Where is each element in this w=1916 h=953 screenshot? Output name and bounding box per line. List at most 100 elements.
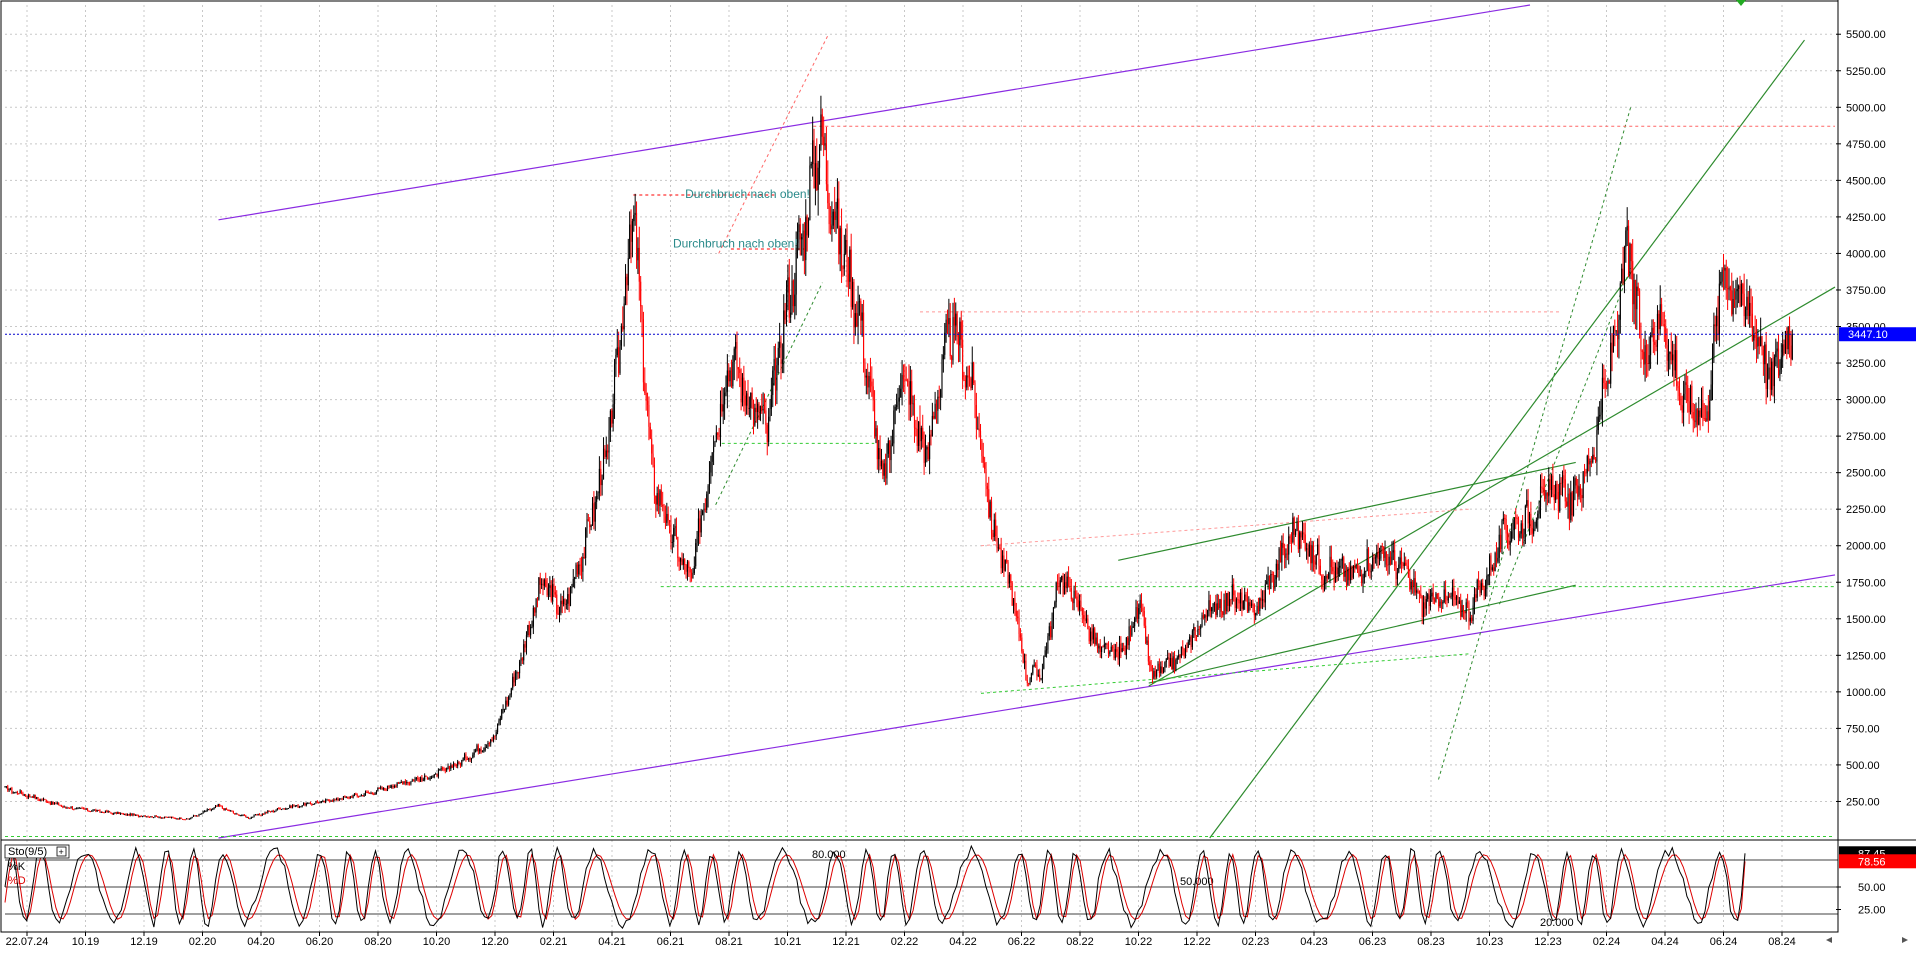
candle-body	[242, 814, 244, 816]
candle-body	[1546, 492, 1548, 496]
candle-body	[1409, 577, 1411, 590]
candle-body	[1687, 385, 1689, 402]
candle-body	[323, 800, 325, 803]
candle-body	[735, 342, 737, 349]
candle-body	[506, 700, 508, 705]
candle-body	[707, 485, 709, 495]
candle-body	[1172, 656, 1174, 670]
candle-body	[1374, 557, 1376, 559]
candle-body	[1725, 267, 1727, 289]
candle-body	[751, 392, 753, 400]
candle-body	[253, 814, 255, 817]
candle-body	[945, 319, 947, 333]
candle-body	[20, 790, 23, 794]
candle-body	[441, 767, 444, 769]
candle-body	[849, 249, 851, 282]
candle-body	[1471, 617, 1473, 621]
candle-body	[1226, 593, 1228, 612]
candle-body	[234, 813, 236, 815]
candle-body	[1549, 479, 1551, 491]
candle-body	[638, 247, 640, 282]
candle-body	[1669, 351, 1671, 354]
candle-body	[1319, 565, 1321, 576]
candle-body	[397, 782, 400, 784]
candle-body	[512, 676, 514, 689]
candle-body	[319, 801, 321, 803]
candle-body	[194, 815, 196, 817]
candle-body	[358, 796, 360, 798]
candle-body	[1101, 646, 1103, 653]
candle-body	[1142, 608, 1144, 611]
candle-body	[757, 403, 759, 413]
candle-body	[1570, 492, 1572, 521]
candle-body	[893, 410, 895, 444]
candle-body	[1502, 517, 1504, 521]
candle-body	[1233, 584, 1235, 596]
candle-body	[347, 797, 349, 799]
candle-body	[1750, 302, 1752, 314]
candle-body	[952, 317, 954, 361]
candle-body	[1468, 603, 1470, 622]
candle-body	[454, 763, 456, 766]
candle-body	[900, 388, 902, 398]
candle-body	[1256, 605, 1258, 613]
candle-body	[1026, 680, 1028, 684]
candle-body	[1077, 600, 1079, 610]
price-tick-label: 4500.00	[1846, 175, 1886, 187]
candle-body	[1398, 564, 1400, 573]
candle-body	[1288, 536, 1290, 555]
candle-body	[520, 658, 522, 662]
candle-body	[521, 658, 523, 661]
candle-body	[1483, 587, 1485, 597]
scroll-right-icon[interactable]	[1902, 937, 1908, 943]
candle-body	[575, 564, 577, 578]
candle-body	[1361, 574, 1363, 584]
candle-body	[1107, 643, 1110, 654]
candle-body	[547, 587, 550, 596]
candle-body	[1314, 561, 1316, 565]
candle-body	[294, 806, 296, 808]
candle-body	[1533, 528, 1535, 534]
candle-body	[1467, 602, 1469, 604]
candle-body	[1215, 603, 1217, 615]
candle-body	[340, 798, 342, 800]
trendline	[1499, 267, 1632, 605]
candle-body	[508, 696, 510, 705]
candle-body	[135, 814, 137, 816]
candle-body	[1378, 558, 1381, 560]
candle-body	[1753, 335, 1755, 341]
candle-body	[834, 211, 836, 220]
candle-body	[648, 404, 650, 427]
candle-body	[1069, 577, 1071, 589]
candle-body	[1579, 486, 1581, 496]
candle-body	[1048, 626, 1050, 637]
candle-body	[144, 815, 146, 817]
candle-body	[1044, 650, 1046, 657]
candle-body	[1575, 478, 1577, 486]
candle-body	[1784, 330, 1786, 354]
candle-body	[1206, 610, 1209, 618]
scroll-left-icon[interactable]	[1826, 937, 1832, 943]
candle-body	[568, 594, 570, 606]
candle-body	[1443, 589, 1445, 603]
candle-body	[1706, 411, 1708, 422]
candle-body	[755, 407, 757, 413]
candle-body	[513, 676, 515, 683]
candle-body	[19, 790, 21, 794]
candle-body	[1297, 522, 1299, 550]
candle-body	[311, 804, 313, 806]
candle-body	[1738, 285, 1740, 290]
candle-body	[1094, 628, 1096, 645]
candle-body	[214, 805, 217, 808]
candle-body	[120, 813, 122, 815]
candle-body	[715, 432, 717, 442]
candle-body	[1337, 567, 1339, 575]
candle-body	[402, 782, 404, 784]
candle-body	[1245, 594, 1247, 597]
candle-body	[922, 427, 924, 440]
price-tick-label: 1750.00	[1846, 577, 1886, 589]
candle-body	[1564, 479, 1566, 502]
candle-body	[487, 743, 489, 748]
expand-icon[interactable]	[56, 846, 67, 857]
candle-body	[856, 313, 858, 327]
